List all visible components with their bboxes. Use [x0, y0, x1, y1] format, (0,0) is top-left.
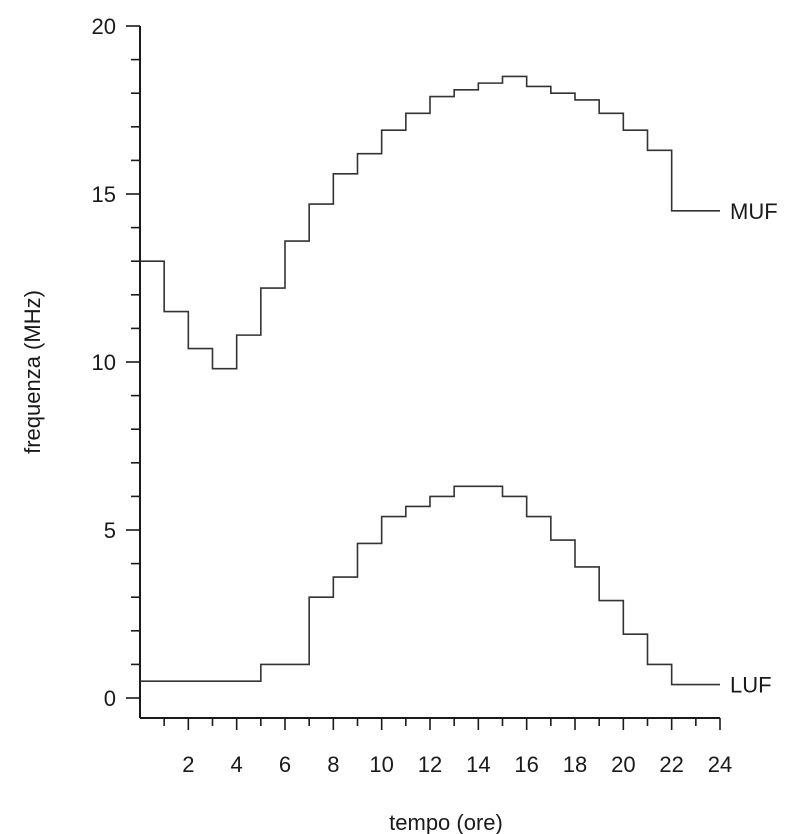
x-tick-label: 18 [563, 752, 587, 777]
x-tick-label: 20 [611, 752, 635, 777]
y-ticks: 0 5 10 15 20 [92, 14, 140, 711]
x-tick-label: 8 [327, 752, 339, 777]
y-tick-label: 15 [92, 182, 116, 207]
x-tick-label: 4 [231, 752, 243, 777]
y-tick-label: 20 [92, 14, 116, 39]
x-ticks: 2 4 6 8 10 12 14 16 18 20 22 24 [163, 718, 732, 777]
series-line-muf [140, 75, 720, 370]
y-tick-label: 10 [92, 350, 116, 375]
x-tick-label: 16 [514, 752, 538, 777]
y-tick-label: 5 [104, 518, 116, 543]
x-tick-label: 24 [708, 752, 732, 777]
x-tick-label: 2 [182, 752, 194, 777]
x-tick-label: 14 [466, 752, 490, 777]
series-labels: MUF LUF [730, 199, 778, 698]
y-tick-label: 0 [104, 686, 116, 711]
x-tick-label: 10 [369, 752, 393, 777]
series-line-luf [140, 485, 720, 686]
x-axis-title: tempo (ore) [389, 810, 503, 834]
series-label-muf: MUF [730, 199, 778, 224]
series-label-luf: LUF [730, 673, 772, 698]
x-tick-label: 12 [418, 752, 442, 777]
series-group [140, 75, 720, 686]
y-axis-title: frequenza (MHz) [20, 290, 45, 454]
x-tick-label: 6 [279, 752, 291, 777]
x-tick-label: 22 [659, 752, 683, 777]
